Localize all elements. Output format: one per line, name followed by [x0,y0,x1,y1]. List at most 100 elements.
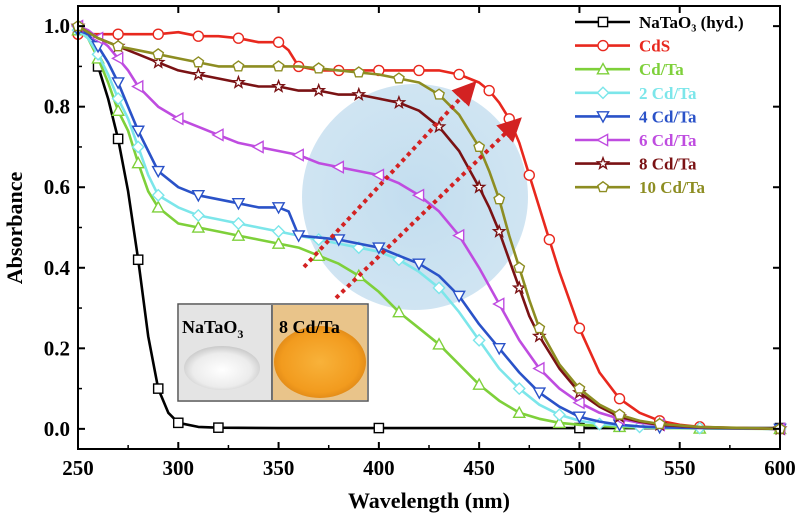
x-tick-label: 450 [463,456,495,480]
data-point [151,165,166,179]
data-point [171,111,184,126]
data-point [231,216,246,231]
data-point [152,48,165,60]
data-point [191,208,205,223]
legend-label: CdS [639,37,670,56]
data-point [331,160,345,174]
legend-marker [596,86,610,100]
data-point [573,382,586,394]
data-point [412,258,426,271]
data-point [131,125,145,138]
data-point [232,60,245,72]
series-7 [72,19,786,434]
x-tick-label: 600 [764,456,796,480]
data-point [231,198,246,211]
data-point [150,54,166,69]
data-point [291,230,306,243]
series-0 [92,61,786,434]
data-point [231,228,246,241]
data-point [111,103,125,117]
data-point [271,224,286,239]
y-tick-label: 1.0 [44,14,70,38]
data-point [392,72,405,84]
data-point [151,200,166,213]
data-point [131,156,145,169]
inset-photos: NaTaO3 8 Cd/Ta [177,303,369,402]
data-point [492,297,505,311]
legend-marker [595,155,611,170]
data-point [232,32,245,44]
x-tick-label: 300 [163,456,195,480]
data-point [111,51,124,66]
legend-label: 10 Cd/Ta [639,178,705,197]
data-point [483,84,495,97]
data-point [472,333,486,347]
data-point [151,188,165,202]
data-point [132,254,144,266]
x-tick-label: 500 [564,456,596,480]
data-point [411,188,425,203]
data-point [190,66,206,81]
data-point [152,28,164,40]
series-line [77,24,781,431]
data-point [573,322,586,334]
data-point [271,236,286,249]
legend-item: 4 Cd/Ta [575,107,697,126]
data-point [231,74,246,89]
data-point [432,281,446,295]
data-point [511,280,527,295]
x-tick-label: 250 [62,456,94,480]
data-point [453,68,465,81]
data-point [523,169,535,181]
data-point [211,128,224,142]
legend-marker [595,133,609,147]
legend-label: 8 Cd/Ta [639,155,697,174]
data-point [473,140,486,153]
y-tick-label: 0.2 [44,336,70,360]
inset-label-8cdta: 8 Cd/Ta [279,317,340,337]
data-point [552,408,566,422]
legend-marker [596,111,610,124]
data-point [213,422,224,433]
legend-marker [597,39,609,52]
data-point [172,417,184,429]
y-axis-title: Absorbance [2,172,27,285]
data-point [491,223,507,238]
x-tick-label: 550 [664,456,696,480]
series-layer [70,18,788,436]
data-point [392,305,406,318]
data-point [352,66,365,78]
data-point [533,321,546,334]
data-point [493,193,506,205]
trend-arrows [302,80,522,300]
trend-arrow-upper [302,80,477,269]
data-point [653,417,666,430]
legend-item: 8 Cd/Ta [575,155,697,174]
data-point [512,405,527,419]
white-powder [184,346,260,390]
data-point [192,30,205,42]
data-point [391,94,407,109]
data-point [472,377,486,390]
legend-item: CdS [575,37,670,56]
series-line [77,24,781,431]
y-tick-label: 0.8 [44,95,70,119]
legend-label: 6 Cd/Ta [639,131,697,150]
data-point [492,343,506,356]
data-point [552,415,567,429]
data-point [372,242,386,255]
data-point [331,234,346,247]
legend-item: 6 Cd/Ta [575,131,697,150]
inset-label-natao3: NaTaO3 [182,317,243,341]
data-point [432,337,446,350]
data-point [572,395,585,410]
data-point [413,64,425,77]
data-point [112,133,124,145]
data-point [131,140,145,154]
legend-label: NaTaO₃ (hyd.) [639,13,744,32]
legend-marker [597,16,609,28]
trend-arrow-lower [334,117,522,300]
data-point [312,62,325,74]
data-point [613,408,626,420]
data-point [291,148,304,162]
